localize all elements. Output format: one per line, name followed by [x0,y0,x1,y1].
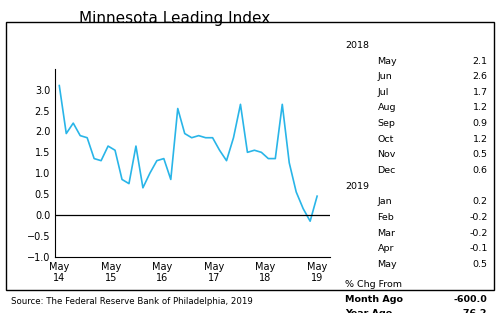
Text: 0.9: 0.9 [472,119,488,128]
Text: 0.6: 0.6 [472,166,488,175]
Text: % Chg From: % Chg From [345,280,402,289]
Text: Jul: Jul [378,88,389,97]
Text: 2018: 2018 [345,41,369,50]
Text: Year Ago: Year Ago [345,309,392,313]
Text: Jan: Jan [378,198,392,206]
Text: May: May [378,57,397,65]
Text: Aug: Aug [378,104,396,112]
Text: -600.0: -600.0 [454,295,488,304]
Text: Month Ago: Month Ago [345,295,403,304]
Text: Feb: Feb [378,213,394,222]
Text: -0.1: -0.1 [469,244,488,253]
Text: Jun: Jun [378,72,392,81]
Text: 2019: 2019 [345,182,369,191]
Text: Nov: Nov [378,151,396,159]
Text: -76.2: -76.2 [460,309,487,313]
Text: 1.7: 1.7 [472,88,488,97]
Text: 0.5: 0.5 [472,151,488,159]
Text: 0.5: 0.5 [472,260,488,269]
Text: Mar: Mar [378,229,396,238]
Text: -0.2: -0.2 [469,213,488,222]
Text: Dec: Dec [378,166,396,175]
Text: 1.2: 1.2 [472,104,488,112]
Text: 1.2: 1.2 [472,135,488,144]
Text: 0.2: 0.2 [472,198,488,206]
Text: 2.1: 2.1 [472,57,488,65]
Text: Oct: Oct [378,135,394,144]
Text: Minnesota Leading Index: Minnesota Leading Index [80,11,270,26]
Text: Apr: Apr [378,244,394,253]
Text: May: May [378,260,397,269]
Text: Sep: Sep [378,119,396,128]
Text: 2.6: 2.6 [472,72,488,81]
Text: -0.2: -0.2 [469,229,488,238]
Text: Source: The Federal Reserve Bank of Philadelphia, 2019: Source: The Federal Reserve Bank of Phil… [11,297,253,305]
